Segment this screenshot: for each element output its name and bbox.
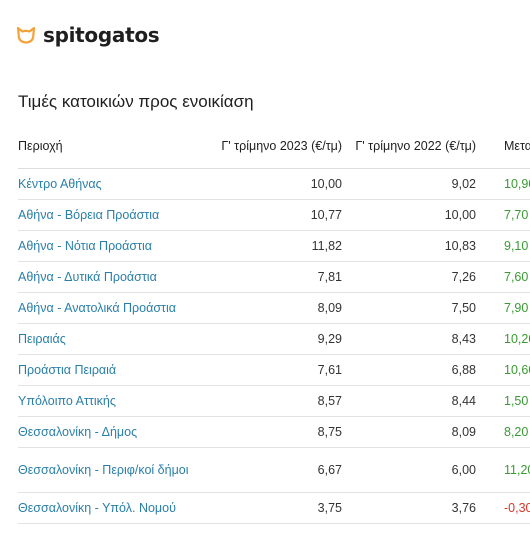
price-q3-2023: 7,61 <box>208 354 342 386</box>
rental-prices-table-container[interactable]: Περιοχή Γ' τρίμηνο 2023 (€/τμ) Γ' τρίμην… <box>18 124 530 524</box>
price-q3-2023: 9,29 <box>208 323 342 355</box>
area-link[interactable]: Υπόλοιπο Αττικής <box>18 385 208 417</box>
area-link[interactable]: Προάστια Πειραιά <box>18 354 208 386</box>
price-q3-2023: 10,00 <box>208 168 342 200</box>
change-value: -0,30 <box>476 492 530 524</box>
table-row: Αθήνα - Νότια Προάστια 11,82 10,83 9,10 <box>18 230 530 262</box>
area-link[interactable]: Αθήνα - Δυτικά Προάστια <box>18 261 208 293</box>
change-value: 7,60 <box>476 261 530 293</box>
table-row: Θεσσαλονίκη - Περιφ/κοί δήμοι 6,67 6,00 11,… <box>18 447 530 493</box>
price-q3-2022: 6,88 <box>342 354 476 386</box>
area-link[interactable]: Θεσσαλονίκη - Δήμος <box>18 416 208 448</box>
price-q3-2023: 8,57 <box>208 385 342 417</box>
price-q3-2022: 7,26 <box>342 261 476 293</box>
change-value: 8,20 <box>476 416 530 448</box>
column-header-change: Μεταβολή <box>476 124 530 169</box>
price-q3-2022: 9,02 <box>342 168 476 200</box>
table-row: Υπόλοιπο Αττικής 8,57 8,44 1,50 <box>18 385 530 417</box>
cat-head-icon <box>14 23 38 47</box>
price-q3-2022: 8,43 <box>342 323 476 355</box>
table-row: Θεσσαλονίκη - Δήμος 8,75 8,09 8,20 <box>18 416 530 448</box>
table-header-row: Περιοχή Γ' τρίμηνο 2023 (€/τμ) Γ' τρίμην… <box>18 124 530 169</box>
column-header-area: Περιοχή <box>18 124 208 169</box>
area-link[interactable]: Θεσσαλονίκη - Περιφ/κοί δήμοι <box>18 447 208 493</box>
price-q3-2023: 6,67 <box>208 447 342 493</box>
price-q3-2022: 10,00 <box>342 199 476 231</box>
column-header-q3-2022: Γ' τρίμηνο 2022 (€/τμ) <box>342 124 476 169</box>
brand-name: spitogatos <box>43 23 160 47</box>
price-q3-2023: 8,09 <box>208 292 342 324</box>
price-q3-2022: 3,76 <box>342 492 476 524</box>
spitogatos-logo[interactable]: spitogatos <box>14 20 160 50</box>
area-link[interactable]: Αθήνα - Ανατολικά Προάστια <box>18 292 208 324</box>
change-value: 1,50 <box>476 385 530 417</box>
change-value: 10,90 <box>476 168 530 200</box>
column-header-q3-2023: Γ' τρίμηνο 2023 (€/τμ) <box>208 124 342 169</box>
change-value: 11,20 <box>476 447 530 493</box>
area-link[interactable]: Αθήνα - Νότια Προάστια <box>18 230 208 262</box>
price-q3-2023: 7,81 <box>208 261 342 293</box>
price-q3-2022: 10,83 <box>342 230 476 262</box>
table-row: Αθήνα - Δυτικά Προάστια 7,81 7,26 7,60 <box>18 261 530 293</box>
area-link[interactable]: Κέντρο Αθήνας <box>18 168 208 200</box>
change-value: 7,90 <box>476 292 530 324</box>
area-link[interactable]: Πειραιάς <box>18 323 208 355</box>
rental-prices-table: Περιοχή Γ' τρίμηνο 2023 (€/τμ) Γ' τρίμην… <box>18 124 530 524</box>
price-q3-2022: 6,00 <box>342 447 476 493</box>
change-value: 10,20 <box>476 323 530 355</box>
price-q3-2023: 8,75 <box>208 416 342 448</box>
area-link[interactable]: Αθήνα - Βόρεια Προάστια <box>18 199 208 231</box>
table-row: Θεσσαλονίκη - Υπόλ. Νομού 3,75 3,76 -0,30 <box>18 492 530 524</box>
table-row: Αθήνα - Ανατολικά Προάστια 8,09 7,50 7,90 <box>18 292 530 324</box>
page-title: Τιμές κατοικιών προς ενοικίαση <box>18 92 254 111</box>
price-q3-2022: 8,09 <box>342 416 476 448</box>
change-value: 7,70 <box>476 199 530 231</box>
price-q3-2022: 7,50 <box>342 292 476 324</box>
price-q3-2023: 10,77 <box>208 199 342 231</box>
price-q3-2023: 11,82 <box>208 230 342 262</box>
price-q3-2023: 3,75 <box>208 492 342 524</box>
price-q3-2022: 8,44 <box>342 385 476 417</box>
change-value: 9,10 <box>476 230 530 262</box>
area-link[interactable]: Θεσσαλονίκη - Υπόλ. Νομού <box>18 492 208 524</box>
change-value: 10,60 <box>476 354 530 386</box>
table-row: Αθήνα - Βόρεια Προάστια 10,77 10,00 7,70 <box>18 199 530 231</box>
